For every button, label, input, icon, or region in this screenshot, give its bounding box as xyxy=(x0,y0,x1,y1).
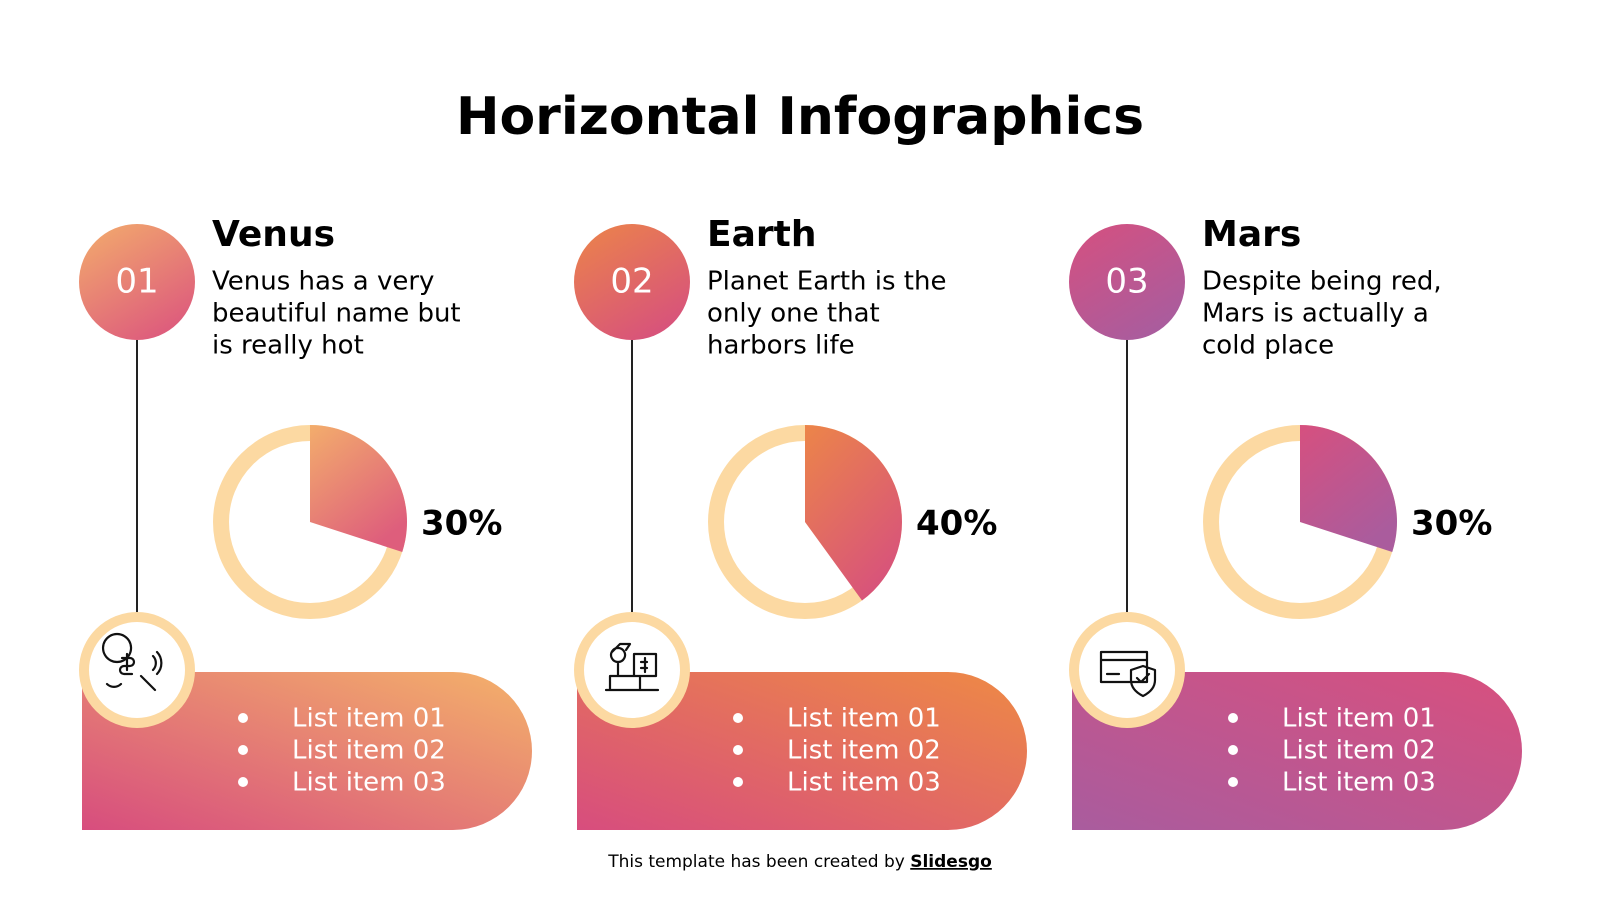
pie-wedge xyxy=(310,425,407,552)
list-item: List item 03 xyxy=(292,768,446,798)
number-badge xyxy=(79,224,195,340)
description-line: only one that xyxy=(707,299,880,329)
bullet xyxy=(733,745,743,755)
bullet xyxy=(238,713,248,723)
description-line: Despite being red, xyxy=(1202,267,1442,297)
planet-name: Venus xyxy=(212,214,335,255)
footer: This template has been created by Slides… xyxy=(607,852,992,872)
list-item: List item 02 xyxy=(1282,736,1436,766)
pie-wedge xyxy=(805,425,902,601)
bullet xyxy=(733,713,743,723)
planet-name: Earth xyxy=(707,214,816,255)
icon xyxy=(101,632,163,692)
list-item: List item 01 xyxy=(787,704,941,734)
icon-badge xyxy=(1069,612,1185,728)
icon xyxy=(604,642,660,692)
bullet xyxy=(1228,745,1238,755)
list-panel xyxy=(1072,672,1522,830)
bullet xyxy=(238,745,248,755)
description-line: is really hot xyxy=(212,331,364,361)
description-line: Mars is actually a xyxy=(1202,299,1429,329)
title: Horizontal Infographics xyxy=(456,87,1144,147)
number: 02 xyxy=(610,262,653,302)
list-item: List item 03 xyxy=(1282,768,1436,798)
icon-shape xyxy=(604,642,660,692)
icon-shape xyxy=(1099,650,1157,698)
percent-label: 30% xyxy=(1411,504,1492,544)
description-line: cold place xyxy=(1202,331,1334,361)
icon-badge xyxy=(79,612,195,728)
icon-badge xyxy=(574,612,690,728)
description-line: beautiful name but xyxy=(212,299,461,329)
column: 03 Mars Despite being red,Mars is actually… xyxy=(1069,214,1522,830)
list-panel xyxy=(82,672,532,830)
list-item: List item 02 xyxy=(292,736,446,766)
description-line: Planet Earth is the xyxy=(707,267,946,297)
list-item: List item 02 xyxy=(787,736,941,766)
number: 01 xyxy=(115,262,158,302)
bullet xyxy=(733,777,743,787)
description-line: Venus has a very xyxy=(212,267,434,297)
planet-name: Mars xyxy=(1202,214,1301,255)
number-badge xyxy=(574,224,690,340)
percent-label: 30% xyxy=(421,504,502,544)
list-item: List item 01 xyxy=(1282,704,1436,734)
list-panel xyxy=(577,672,1027,830)
icon xyxy=(1099,650,1157,698)
number: 03 xyxy=(1105,262,1148,302)
bullet xyxy=(1228,777,1238,787)
description-line: harbors life xyxy=(707,331,855,361)
list-item: List item 01 xyxy=(292,704,446,734)
bullet xyxy=(1228,713,1238,723)
percent-label: 40% xyxy=(916,504,997,544)
footer-text: This template has been created by xyxy=(607,852,905,872)
footer-link[interactable]: Slidesgo xyxy=(910,852,992,872)
bullet xyxy=(238,777,248,787)
icon-shape xyxy=(101,632,163,692)
list-item: List item 03 xyxy=(787,768,941,798)
pie-wedge xyxy=(1300,425,1397,552)
number-badge xyxy=(1069,224,1185,340)
